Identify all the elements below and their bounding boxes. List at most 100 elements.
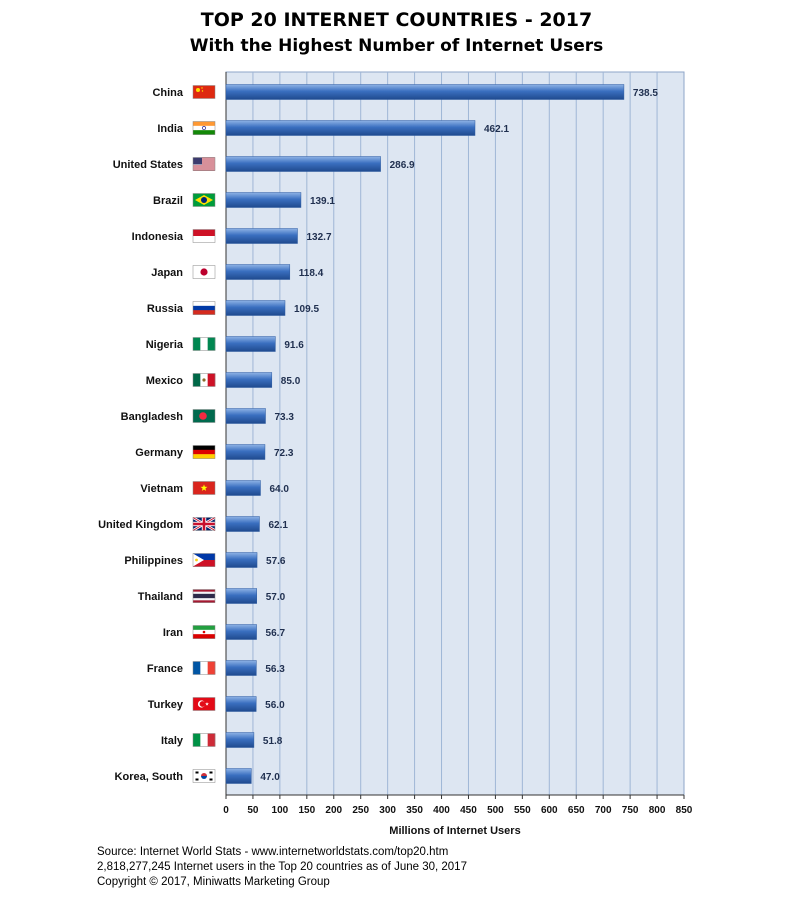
category-label: Bangladesh: [121, 411, 184, 423]
users-summary-line: 2,818,277,245 Internet users in the Top …: [97, 861, 467, 873]
x-tick-label: 150: [298, 805, 315, 816]
category-label: China: [152, 87, 183, 99]
value-label: 109.5: [294, 304, 319, 315]
bar: [225, 120, 476, 136]
x-tick-label: 550: [514, 805, 531, 816]
mexico-flag-icon: [192, 373, 216, 387]
plot-area: [225, 71, 685, 796]
category-label: Brazil: [153, 195, 183, 207]
value-label: 139.1: [310, 196, 335, 207]
category-label: Thailand: [138, 591, 183, 603]
category-label: Vietnam: [140, 483, 183, 495]
x-tick-label: 250: [352, 805, 369, 816]
bar: [225, 300, 286, 316]
russia-flag-icon: [192, 301, 216, 315]
category-label: Nigeria: [146, 339, 184, 351]
china-flag-icon: [192, 85, 216, 99]
category-label: Russia: [147, 303, 184, 315]
category-label: Philippines: [124, 555, 183, 567]
value-label: 85.0: [281, 376, 301, 387]
bar: [225, 552, 258, 568]
x-tick-label: 600: [541, 805, 558, 816]
turkey-flag-icon: [192, 697, 216, 711]
chart-title: TOP 20 INTERNET COUNTRIES - 2017: [200, 9, 593, 31]
category-label: India: [157, 123, 184, 135]
x-tick-label: 100: [272, 805, 289, 816]
category-label: United Kingdom: [98, 519, 183, 531]
chart-footer: Source: Internet World Stats - www.inter…: [97, 845, 467, 890]
bangladesh-flag-icon: [192, 409, 216, 423]
bar: [225, 624, 257, 640]
value-label: 64.0: [269, 484, 289, 495]
bar: [225, 84, 625, 100]
value-label: 132.7: [307, 232, 332, 243]
italy-flag-icon: [192, 733, 216, 747]
value-label: 57.6: [266, 556, 286, 567]
bar: [225, 336, 276, 352]
value-label: 73.3: [274, 412, 294, 423]
value-label: 738.5: [633, 88, 658, 99]
category-label: Korea, South: [115, 771, 184, 783]
x-tick-label: 350: [406, 805, 423, 816]
france-flag-icon: [192, 661, 216, 675]
value-label: 56.3: [265, 664, 285, 675]
chart-subtitle: With the Highest Number of Internet User…: [189, 36, 604, 56]
japan-flag-icon: [192, 265, 216, 279]
brazil-flag-icon: [192, 193, 216, 207]
bar: [225, 696, 257, 712]
korea-flag-icon: [192, 769, 216, 783]
bar: [225, 660, 257, 676]
bar: [225, 228, 298, 244]
category-label: Iran: [163, 627, 183, 639]
bar: [225, 264, 291, 280]
category-label: Japan: [151, 267, 183, 279]
value-label: 72.3: [274, 448, 294, 459]
value-label: 462.1: [484, 124, 509, 135]
category-label: France: [147, 663, 183, 675]
value-label: 118.4: [299, 268, 324, 279]
bar: [225, 372, 273, 388]
indonesia-flag-icon: [192, 229, 216, 243]
value-label: 47.0: [260, 772, 280, 783]
vietnam-flag-icon: [192, 481, 216, 495]
category-label: Germany: [135, 447, 184, 459]
thailand-flag-icon: [192, 589, 216, 603]
x-tick-label: 750: [622, 805, 639, 816]
value-label: 91.6: [284, 340, 304, 351]
x-tick-label: 450: [460, 805, 477, 816]
category-label: Italy: [161, 735, 184, 747]
x-tick-label: 800: [649, 805, 666, 816]
source-line: Source: Internet World Stats - www.inter…: [97, 846, 449, 858]
bar: [225, 192, 302, 208]
x-tick-label: 50: [247, 805, 259, 816]
value-label: 56.0: [265, 700, 285, 711]
x-tick-label: 850: [676, 805, 693, 816]
value-label: 286.9: [390, 160, 415, 171]
india-flag-icon: [192, 121, 216, 135]
x-tick-label: 500: [487, 805, 504, 816]
iran-flag-icon: [192, 625, 216, 639]
uk-flag-icon: [192, 516, 216, 532]
bar: [225, 516, 260, 532]
bar: [225, 156, 381, 172]
category-label: Indonesia: [132, 231, 184, 243]
value-label: 62.1: [268, 520, 288, 531]
nigeria-flag-icon: [192, 337, 216, 351]
bar: [225, 732, 255, 748]
bar: [225, 480, 261, 496]
value-label: 51.8: [263, 736, 283, 747]
x-tick-label: 0: [223, 805, 229, 816]
x-tick-label: 300: [379, 805, 396, 816]
bar: [225, 444, 266, 460]
x-axis-label: Millions of Internet Users: [389, 825, 520, 837]
philippines-flag-icon: [192, 553, 216, 567]
category-label: United States: [113, 159, 183, 171]
bar: [225, 588, 257, 604]
x-tick-label: 200: [325, 805, 342, 816]
copyright-line: Copyright © 2017, Miniwatts Marketing Gr…: [97, 876, 330, 888]
usa-flag-icon: [192, 157, 216, 171]
germany-flag-icon: [192, 445, 216, 459]
bar: [225, 408, 266, 424]
category-label: Turkey: [148, 699, 184, 711]
